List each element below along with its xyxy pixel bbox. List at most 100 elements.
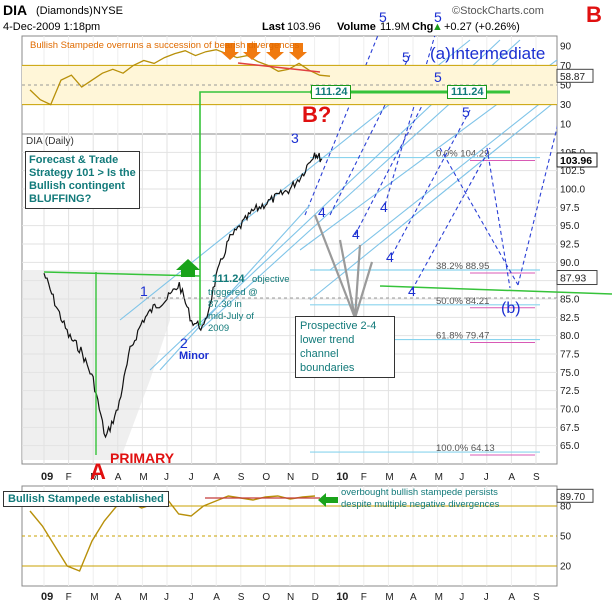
stampede-box: Bullish Stampede established (3, 491, 169, 507)
wave-b-question: B? (302, 102, 332, 127)
fib-levels: 0.0% 104.29 38.2% 88.95 50.0% 84.21 61.8% 7… (310, 149, 540, 456)
x-tick-label: M (435, 472, 443, 483)
x-tick-label: F (66, 472, 72, 483)
wave-label: 2 (180, 335, 188, 351)
last-price-value: 103.96 (560, 155, 592, 167)
x-tick-label-bottom: A (115, 592, 122, 603)
x-tick-label-bottom: D (312, 592, 319, 603)
price-tick-label: 82.5 (560, 313, 580, 324)
bottom-osc-tick: 80 (560, 502, 572, 513)
x-tick-label-bottom: 10 (336, 591, 348, 603)
secondary-price-box (556, 270, 598, 286)
price-tick-label: 77.5 (560, 350, 580, 361)
x-tick-label-bottom: S (238, 592, 245, 603)
wave-projection-line (486, 147, 511, 289)
channel-box-line3: channel (300, 348, 339, 360)
bottom-osc-line (29, 495, 316, 572)
x-tick-label: S (238, 472, 245, 483)
x-tick-label: A (508, 472, 515, 483)
primary-label: PRIMARY (110, 450, 175, 466)
price-tick-label: 90.0 (560, 258, 580, 269)
x-tick-label: 09 (41, 471, 53, 483)
top-osc-last-box (556, 68, 594, 83)
objective-text2: triggered @ (208, 287, 258, 298)
x-tick-label: A (213, 472, 220, 483)
price-tick-label: 72.5 (560, 386, 580, 397)
x-tick-label: N (287, 472, 294, 483)
ticker-name: (Diamonds) (36, 5, 93, 17)
wave-label: 4 (386, 249, 394, 265)
top-osc-tick: 30 (560, 100, 572, 111)
wave-label: 5 (402, 49, 410, 65)
secondary-price-value: 87.93 (560, 273, 586, 285)
fan-pointer (353, 261, 374, 319)
x-tick-label-bottom: M (90, 592, 98, 603)
wave-projection-line (411, 147, 491, 291)
bottom-osc-last-box (556, 488, 594, 503)
x-tick-label-bottom: N (287, 592, 294, 603)
channel-line (329, 89, 557, 271)
x-tick-label-bottom: O (262, 592, 270, 603)
objective-text1: objective (252, 274, 290, 285)
neckline-right (379, 285, 612, 295)
wave-a-label: A (90, 459, 106, 484)
x-tick-label-bottom: A (508, 592, 515, 603)
brand-watermark: ©StockCharts.com (452, 5, 544, 17)
fib-label: 38.2% 88.95 (436, 261, 489, 272)
channel-box-line1: Prospective 2-4 (300, 320, 377, 332)
last-price-box (556, 152, 598, 168)
price-tick-label: 97.5 (560, 203, 580, 214)
x-tick-label: D (312, 472, 319, 483)
orange-down-arrow-icon (266, 43, 284, 60)
wave-label: 5 (379, 9, 387, 25)
orange-down-arrow-icon (221, 43, 239, 60)
minor-channel-line (159, 204, 311, 371)
bottom-osc-tick: 20 (560, 562, 572, 573)
level-111-right: 111.24 (447, 85, 488, 99)
x-tick-label: M (90, 472, 98, 483)
bottom-note-line2: despite multiple negative divergences (341, 499, 500, 510)
wave-label: 5 (462, 104, 470, 120)
fan-pointer (338, 239, 357, 319)
x-tick-label: A (115, 472, 122, 483)
wave-label: 4 (408, 283, 416, 299)
price-series (43, 152, 323, 439)
price-tick-label: 70.0 (560, 405, 580, 416)
channel-box: Prospective 2-4 lower trend channel boun… (295, 316, 395, 378)
x-tick-label: M (139, 472, 147, 483)
x-tick-label-bottom: 09 (41, 591, 53, 603)
divergence-line (237, 62, 321, 73)
volume-value: 11.9M (380, 21, 410, 33)
wave-label: 4 (318, 204, 326, 220)
wave-label: 3 (291, 130, 299, 146)
price-tick-label: 67.5 (560, 423, 580, 434)
ticker-symbol: DIA (3, 2, 27, 18)
x-tick-label-bottom: M (139, 592, 147, 603)
wave-label: 4 (380, 199, 388, 215)
x-tick-label-bottom: F (66, 592, 72, 603)
fan-pointer (353, 244, 362, 319)
fib-label: 50.0% 84.21 (436, 296, 489, 307)
exchange-label: NYSE (93, 5, 123, 17)
fib-label: 0.0% 104.29 (436, 149, 489, 160)
green-up-arrow-icon (176, 259, 200, 277)
channel-box-line4: boundaries (300, 362, 355, 374)
top-note: Bullish Stampede overruns a succession o… (30, 40, 300, 51)
x-tick-label-bottom: A (213, 592, 220, 603)
intermediate-label: (a)Intermediate (430, 44, 546, 63)
x-tick-label: 10 (336, 471, 348, 483)
fan-pointer (313, 214, 357, 319)
bottom-osc-last-value: 89.70 (560, 492, 585, 503)
x-tick-label-bottom: S (533, 592, 540, 603)
fib-label: 100.0% 64.13 (436, 443, 495, 454)
wave-label: 1 (140, 283, 148, 299)
x-tick-label-bottom: J (189, 592, 194, 603)
last-value: 103.96 (287, 21, 321, 33)
axes: 65.067.570.072.575.077.580.082.585.087.5… (41, 148, 598, 603)
green-left-arrow-icon (318, 493, 338, 507)
x-tick-label-bottom: J (459, 592, 464, 603)
x-tick-label-bottom: F (361, 592, 367, 603)
chg-arrow-icon: ▲ (432, 21, 443, 33)
x-tick-label-bottom: A (410, 592, 417, 603)
price-tick-label: 85.0 (560, 295, 580, 306)
